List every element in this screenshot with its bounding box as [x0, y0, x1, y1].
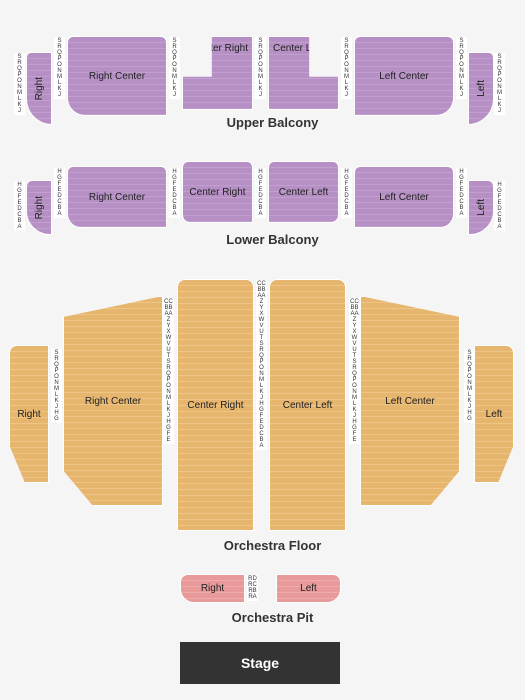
orchestra-center-right[interactable]: Center Right: [177, 279, 254, 531]
lower-balcony-center-left[interactable]: Center Left: [268, 161, 339, 223]
orchestra-left-center[interactable]: Left Center: [360, 296, 460, 506]
stage: Stage: [180, 642, 340, 684]
pit-right[interactable]: Right: [180, 574, 245, 603]
lower-balcony-left-center[interactable]: Left Center: [354, 166, 454, 228]
upper-balcony-right-center[interactable]: Right Center: [67, 36, 167, 116]
lower-balcony-right-center[interactable]: Right Center: [67, 166, 167, 228]
orchestra-right-center[interactable]: Right Center: [63, 296, 163, 506]
lower-balcony-title: Lower Balcony: [10, 232, 525, 247]
orchestra-center-left[interactable]: Center Left: [269, 279, 346, 531]
lower-balcony-center-right[interactable]: Center Right: [182, 161, 253, 223]
stage-label: Stage: [241, 655, 279, 671]
upper-balcony-center-right[interactable]: Center Right: [182, 36, 253, 110]
lower-balcony-right[interactable]: Right: [26, 180, 52, 235]
upper-balcony-title: Upper Balcony: [10, 115, 525, 130]
venue-map: Right Right Center Center Right Center L…: [0, 0, 525, 700]
orchestra-right[interactable]: Right: [9, 345, 49, 483]
lower-balcony-left[interactable]: Left: [468, 180, 494, 235]
upper-balcony-center-left[interactable]: Center Left: [268, 36, 339, 110]
upper-balcony-left-center[interactable]: Left Center: [354, 36, 454, 116]
orchestra-floor-title: Orchestra Floor: [10, 538, 525, 553]
orchestra-pit-title: Orchestra Pit: [10, 610, 525, 625]
pit-left[interactable]: Left: [276, 574, 341, 603]
orchestra-left[interactable]: Left: [474, 345, 514, 483]
